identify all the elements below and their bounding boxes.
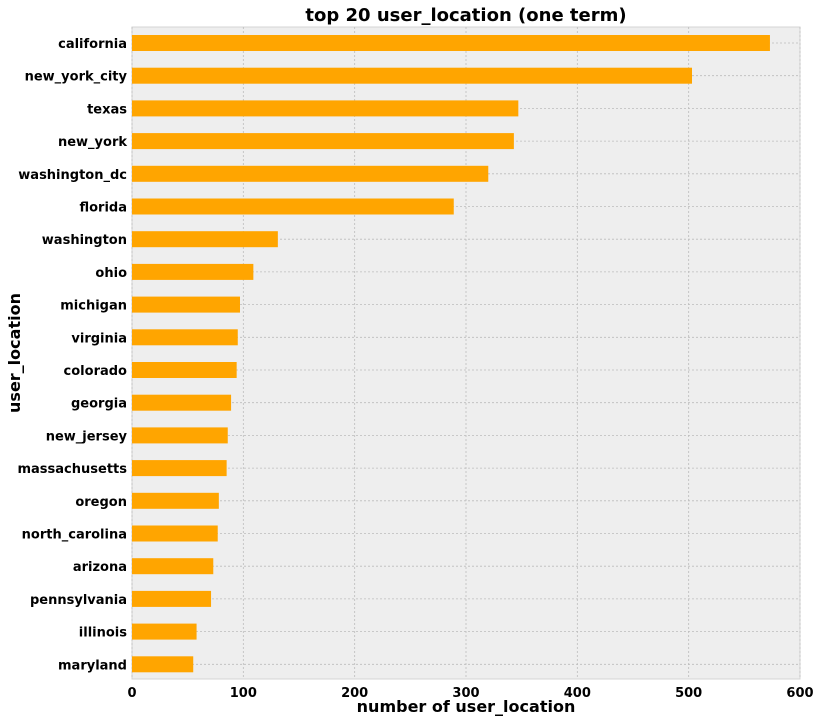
- y-tick-label-new_jersey: new_jersey: [46, 429, 128, 444]
- chart-title: top 20 user_location (one term): [305, 5, 626, 26]
- y-tick-label-florida: florida: [79, 201, 127, 216]
- y-tick-label-illinois: illinois: [79, 626, 127, 641]
- bar-illinois: [132, 623, 197, 640]
- x-tick-label: 200: [341, 686, 368, 701]
- y-tick-label-pennsylvania: pennsylvania: [30, 593, 127, 608]
- x-axis-label: number of user_location: [357, 697, 576, 716]
- bars: [132, 35, 770, 673]
- y-tick-label-texas: texas: [87, 102, 127, 117]
- y-tick-label-new_york_city: new_york_city: [25, 70, 128, 85]
- y-tick-label-massachusetts: massachusetts: [17, 462, 127, 477]
- bar-pennsylvania: [132, 590, 212, 607]
- bar-north_carolina: [132, 525, 218, 542]
- bar-michigan: [132, 296, 240, 313]
- x-tick-label: 500: [675, 686, 702, 701]
- x-tick-labels: 0 100 200 300 400 500 600: [127, 686, 813, 701]
- bar-new_jersey: [132, 427, 228, 444]
- y-tick-label-washington: washington: [42, 233, 127, 248]
- y-tick-label-north_carolina: north_carolina: [22, 528, 127, 543]
- y-tick-label-oregon: oregon: [75, 495, 127, 510]
- y-tick-label-new_york: new_york: [58, 135, 127, 150]
- y-tick-label-california: california: [58, 37, 127, 52]
- y-tick-label-colorado: colorado: [64, 364, 128, 379]
- x-tick-label: 400: [564, 686, 591, 701]
- bar-washington: [132, 231, 278, 248]
- x-tick-label: 100: [230, 686, 257, 701]
- bar-texas: [132, 100, 519, 117]
- y-tick-label-georgia: georgia: [71, 397, 127, 412]
- x-tick-label: 0: [127, 686, 136, 701]
- x-tick-label: 300: [452, 686, 479, 701]
- bar-new_york_city: [132, 67, 693, 84]
- bar-arizona: [132, 558, 214, 575]
- y-tick-label-arizona: arizona: [73, 560, 127, 575]
- y-tick-label-ohio: ohio: [95, 266, 127, 281]
- bar-florida: [132, 198, 454, 215]
- x-tick-label: 600: [786, 686, 813, 701]
- bar-ohio: [132, 263, 254, 280]
- bar-washington_dc: [132, 165, 489, 182]
- bar-new_york: [132, 133, 514, 150]
- bar-massachusetts: [132, 460, 227, 477]
- bar-maryland: [132, 656, 194, 673]
- y-tick-label-michigan: michigan: [60, 299, 127, 314]
- y-axis-label: user_location: [5, 293, 24, 413]
- bar-california: [132, 35, 770, 51]
- bar-virginia: [132, 329, 238, 346]
- y-tick-label-washington_dc: washington_dc: [18, 168, 127, 183]
- bar-colorado: [132, 362, 237, 378]
- bar-oregon: [132, 492, 219, 509]
- y-tick-label-virginia: virginia: [71, 331, 127, 346]
- y-tick-label-maryland: maryland: [58, 658, 127, 673]
- bar-georgia: [132, 394, 232, 411]
